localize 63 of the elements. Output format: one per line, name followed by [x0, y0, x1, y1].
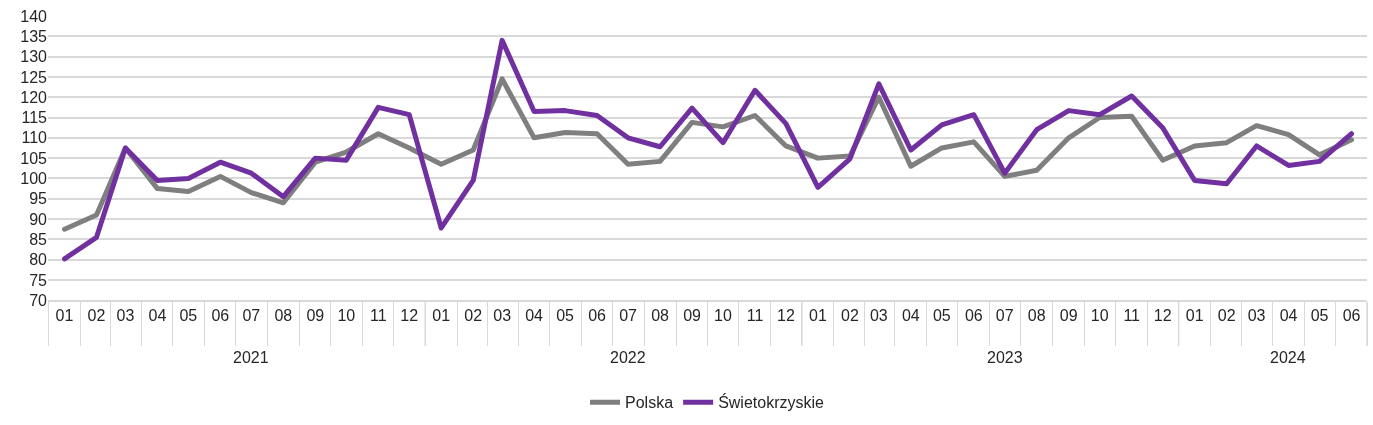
y-tick-label: 110 [21, 129, 48, 147]
x-tick-label: 02 [841, 307, 859, 325]
x-tick-label: 02 [464, 307, 483, 325]
x-tick-label: 08 [651, 307, 670, 325]
y-tick-label: 130 [20, 48, 48, 66]
x-tick-label: 11 [1123, 307, 1141, 325]
x-tick-label: 01 [809, 307, 827, 325]
x-tick-label: 02 [1217, 307, 1236, 325]
x-tick-label: 04 [1279, 307, 1298, 325]
x-tick-label: 01 [55, 307, 74, 325]
x-tick-label: 04 [148, 307, 167, 325]
y-tick-label: 70 [29, 291, 48, 309]
x-tick-label: 06 [588, 307, 607, 325]
x-tick-label: 01 [1185, 307, 1204, 325]
x-tick-label: 04 [901, 307, 920, 325]
legend-label: Świetokrzyskie [718, 393, 825, 412]
x-tick-label: 10 [337, 307, 356, 325]
y-tick-label: 135 [20, 27, 48, 45]
x-tick-label: 06 [211, 307, 230, 325]
x-tick-label: 09 [1059, 307, 1078, 325]
x-tick-label: 07 [242, 307, 261, 325]
legend-label: Polska [625, 394, 674, 412]
x-tick-label: 05 [1310, 307, 1329, 325]
x-tick-label: 07 [619, 307, 638, 325]
x-tick-label: 12 [1153, 307, 1172, 325]
x-tick-label: 08 [1027, 307, 1046, 325]
x-tick-label: 11 [369, 307, 387, 325]
y-tick-label: 85 [29, 230, 48, 248]
x-tick-label: 03 [493, 307, 512, 325]
y-tick-label: 125 [20, 68, 48, 86]
x-tick-label: 06 [1342, 307, 1361, 325]
y-tick-label: 100 [20, 170, 48, 188]
x-tick-label: 12 [777, 307, 795, 325]
x-tick-label: 03 [116, 307, 135, 325]
x-tick-label: 07 [995, 307, 1014, 325]
y-tick-label: 90 [29, 210, 48, 228]
x2-tick-label: 2021 [233, 349, 269, 366]
x-tick-label: 12 [400, 307, 419, 325]
x-tick-label: 10 [1090, 307, 1109, 325]
y-tick-label: 80 [29, 251, 48, 269]
y-tick-label: 95 [29, 190, 48, 208]
y-tick-label: 120 [20, 88, 48, 106]
x-tick-label: 10 [714, 307, 732, 325]
x-tick-label: 01 [432, 307, 451, 325]
x-tick-label: 03 [869, 307, 888, 325]
x-tick-label: 05 [932, 307, 951, 325]
x-tick-label: 04 [525, 307, 544, 325]
x-tick-label: 08 [274, 307, 293, 325]
x-tick-label: 05 [179, 307, 198, 325]
x-tick-label: 09 [683, 307, 702, 325]
x-tick-label: 02 [87, 307, 106, 325]
y-tick-label: 115 [21, 109, 48, 127]
x2-tick-label: 2023 [987, 349, 1023, 366]
x-tick-label: 03 [1247, 307, 1266, 325]
x2-tick-label: 2022 [610, 349, 646, 366]
y-tick-label: 140 [20, 7, 48, 25]
x-tick-label: 11 [746, 307, 764, 325]
x-tick-label: 09 [306, 307, 325, 325]
x2-tick-label: 2024 [1270, 349, 1306, 366]
y-tick-label: 105 [20, 149, 48, 167]
x-tick-label: 05 [556, 307, 575, 325]
x-tick-label: 06 [964, 307, 983, 325]
y-tick-label: 75 [29, 271, 48, 289]
